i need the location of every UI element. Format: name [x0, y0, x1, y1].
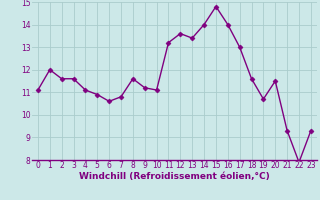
X-axis label: Windchill (Refroidissement éolien,°C): Windchill (Refroidissement éolien,°C): [79, 172, 270, 181]
